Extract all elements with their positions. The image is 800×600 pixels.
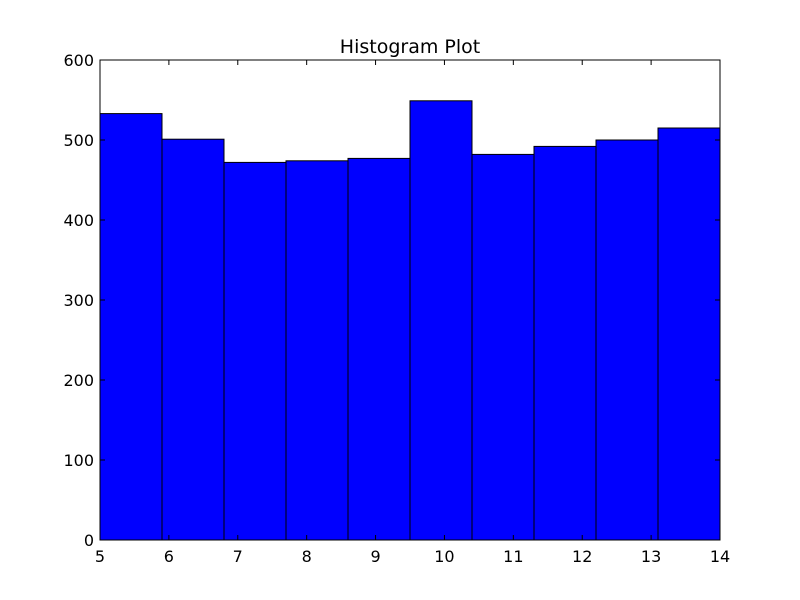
y-tick-label: 500 [63, 131, 94, 150]
x-tick-label: 7 [233, 547, 243, 566]
x-tick-label: 6 [164, 547, 174, 566]
y-tick-label: 200 [63, 371, 94, 390]
bars-group [99, 100, 721, 541]
histogram-bar [595, 139, 659, 541]
x-tick-label: 11 [503, 547, 523, 566]
histogram-bar [285, 160, 349, 541]
histogram-bar [161, 138, 225, 541]
y-tick-label: 300 [63, 291, 94, 310]
x-tick-label: 14 [710, 547, 730, 566]
y-tick-label: 0 [84, 531, 94, 550]
y-tick-label: 600 [63, 51, 94, 70]
y-tick-label: 100 [63, 451, 94, 470]
x-tick-label: 10 [434, 547, 454, 566]
histogram-bar [657, 127, 721, 541]
ticks-group: 5 6 7 8 9 10 11 12 13 14 0 100 200 300 400 500 600 [63, 51, 730, 566]
plot-frame [99, 59, 721, 541]
histogram-bar [471, 153, 535, 541]
x-tick-label: 5 [95, 547, 105, 566]
x-tick-label: 13 [641, 547, 661, 566]
histogram-bar [533, 145, 597, 541]
histogram-bar [99, 113, 163, 541]
x-tick-label: 9 [370, 547, 380, 566]
x-tick-label: 12 [572, 547, 592, 566]
x-tick-label: 8 [302, 547, 312, 566]
histogram-bar [409, 100, 473, 541]
histogram-bar [223, 161, 287, 541]
chart-title: Histogram Plot [340, 36, 480, 58]
histogram-bar [347, 157, 411, 541]
y-tick-label: 400 [63, 211, 94, 230]
